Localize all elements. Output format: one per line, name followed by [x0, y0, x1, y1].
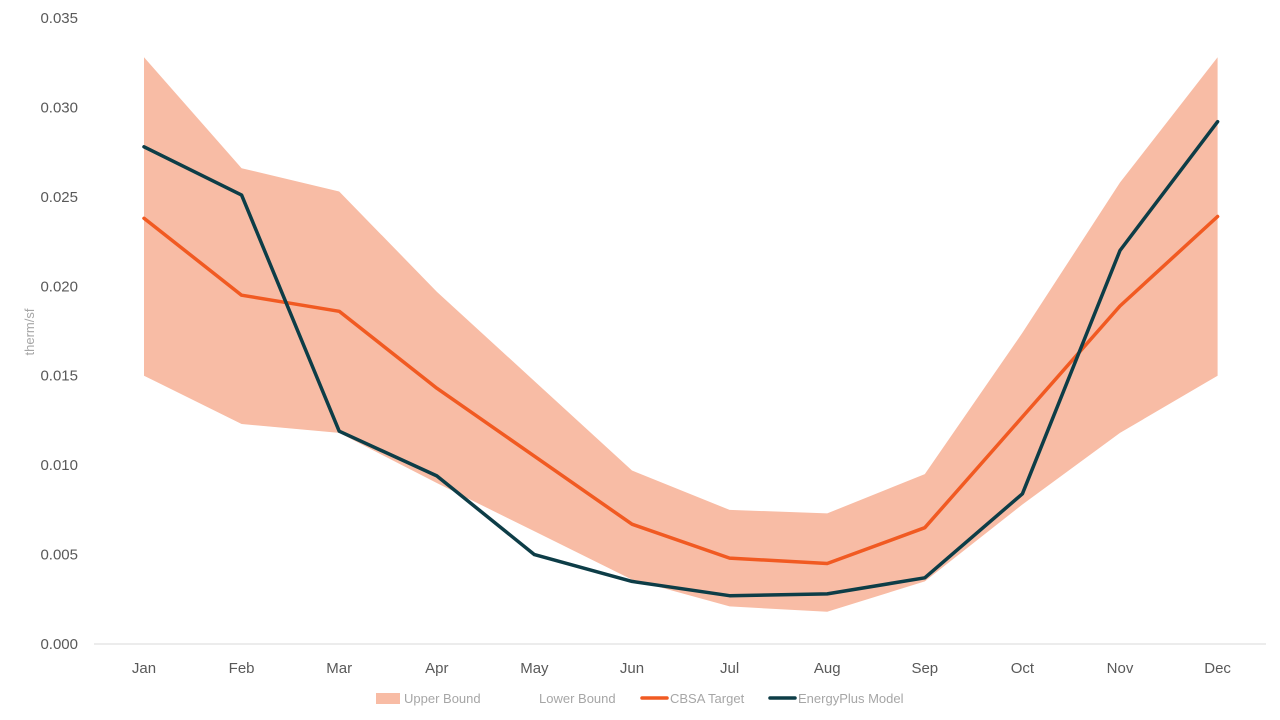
- legend-item-upper-bound: Upper Bound: [376, 691, 481, 706]
- y-axis-title: therm/sf: [22, 308, 37, 355]
- x-tick-label-sep: Sep: [911, 660, 938, 677]
- legend: Upper Bound Lower Bound CBSA Target Ener…: [376, 691, 904, 706]
- y-tick-label: 0.030: [40, 99, 78, 116]
- x-tick-label-jul: Jul: [720, 660, 739, 677]
- x-tick-label-nov: Nov: [1107, 660, 1134, 677]
- y-tick-label: 0.035: [40, 10, 78, 27]
- legend-item-energyplus-model: EnergyPlus Model: [768, 691, 904, 706]
- x-tick-label-apr: Apr: [425, 660, 448, 677]
- y-tick-label: 0.020: [40, 278, 78, 295]
- x-tick-label-feb: Feb: [229, 660, 255, 677]
- y-tick-label: 0.025: [40, 189, 78, 206]
- legend-swatch-upper-bound: [376, 693, 400, 704]
- legend-label-lower-bound: Lower Bound: [539, 691, 616, 706]
- series-line-cbsa-target: [142, 214, 1220, 566]
- x-tick-label-may: May: [520, 660, 549, 677]
- y-axis-ticks: 0.000 0.005 0.010 0.015 0.020 0.025 0.030 0.035: [40, 10, 78, 653]
- y-tick-label: 0.005: [40, 547, 78, 564]
- x-tick-label-mar: Mar: [326, 660, 352, 677]
- legend-item-lower-bound: Lower Bound: [539, 691, 616, 706]
- x-tick-label-dec: Dec: [1204, 660, 1231, 677]
- y-tick-label: 0.010: [40, 457, 78, 474]
- y-tick-label: 0.015: [40, 368, 78, 385]
- band-layer: [144, 57, 1218, 612]
- x-tick-label-jun: Jun: [620, 660, 644, 677]
- x-tick-label-aug: Aug: [814, 660, 841, 677]
- legend-label-cbsa-target: CBSA Target: [670, 691, 745, 706]
- legend-label-upper-bound: Upper Bound: [404, 691, 481, 706]
- x-tick-label-oct: Oct: [1011, 660, 1035, 677]
- x-tick-label-jan: Jan: [132, 660, 156, 677]
- x-axis-ticks: Jan Feb Mar Apr May Jun Jul Aug Sep Oct Nov Dec: [132, 660, 1232, 677]
- y-tick-label: 0.000: [40, 636, 78, 653]
- legend-label-energyplus-model: EnergyPlus Model: [798, 691, 904, 706]
- band-area: [144, 57, 1218, 612]
- lines-layer: [142, 119, 1220, 598]
- series-line-energyplus-model: [142, 119, 1220, 598]
- legend-item-cbsa-target: CBSA Target: [640, 691, 745, 706]
